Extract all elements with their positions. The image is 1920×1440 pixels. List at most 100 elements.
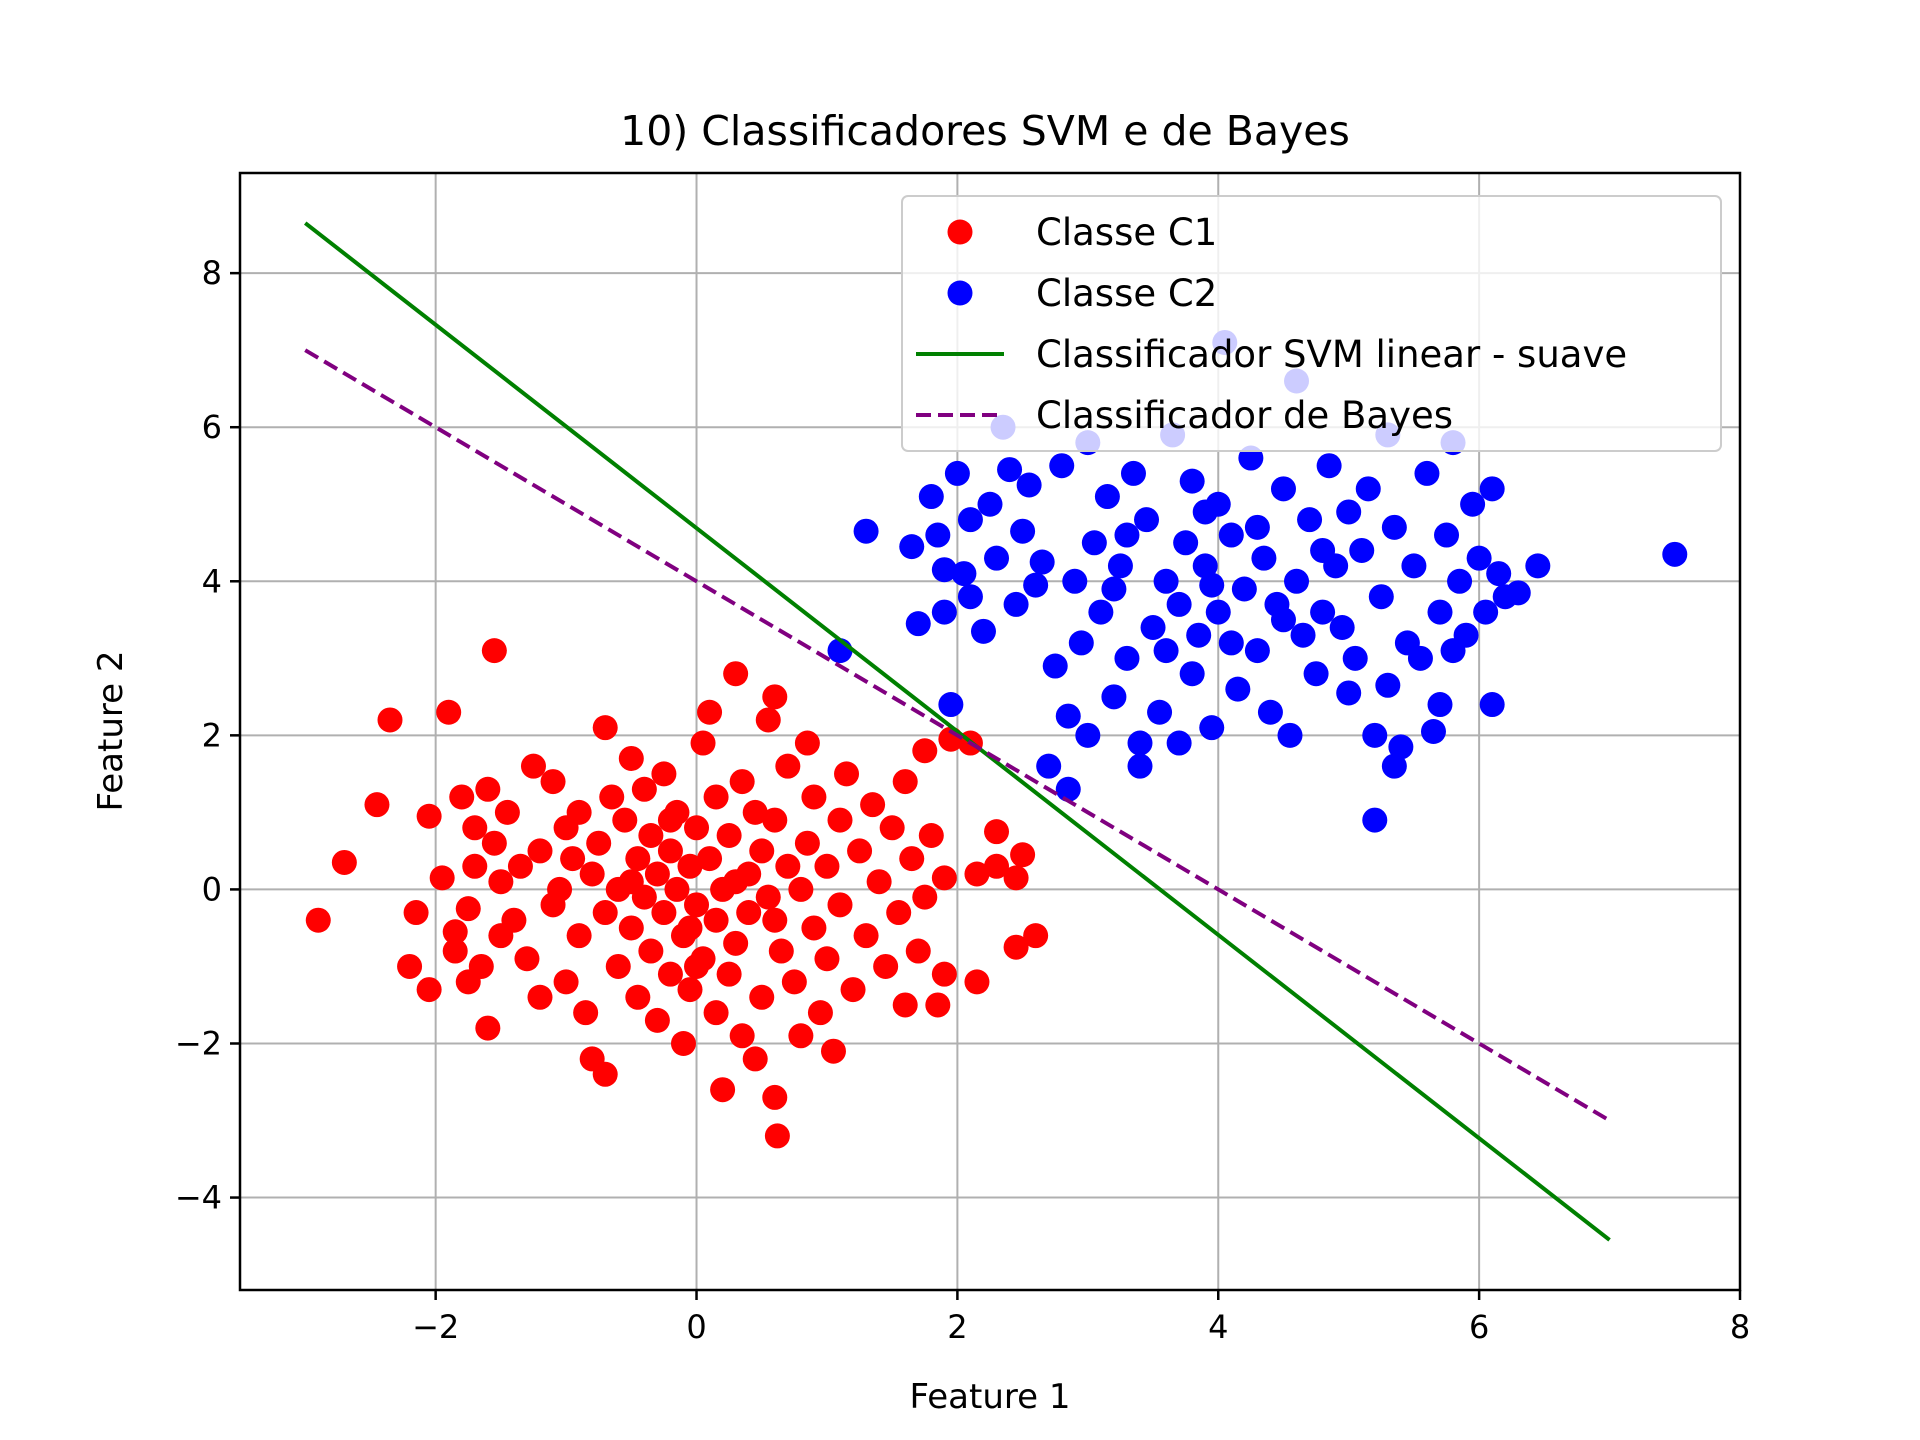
- data-point: [1244, 514, 1270, 540]
- data-point: [657, 961, 683, 987]
- data-point: [592, 715, 618, 741]
- data-point: [1218, 630, 1244, 656]
- data-point: [1375, 672, 1401, 698]
- data-point: [657, 838, 683, 864]
- line-series-4: [304, 348, 1611, 1123]
- data-point: [1114, 645, 1140, 671]
- data-point: [677, 915, 703, 941]
- data-point: [462, 815, 488, 841]
- data-point: [703, 784, 729, 810]
- data-point: [592, 1061, 618, 1087]
- data-point: [899, 846, 925, 872]
- data-point: [703, 907, 729, 933]
- data-point: [768, 938, 794, 964]
- data-point: [1362, 807, 1388, 833]
- data-point: [1303, 661, 1329, 687]
- data-point: [1297, 507, 1323, 533]
- data-point: [755, 884, 781, 910]
- data-point: [944, 460, 970, 486]
- data-point: [1225, 676, 1251, 702]
- data-point: [566, 799, 592, 825]
- data-point: [794, 830, 820, 856]
- data-point: [1466, 545, 1492, 571]
- data-point: [403, 900, 429, 926]
- data-point: [1349, 537, 1375, 563]
- data-point: [723, 930, 749, 956]
- data-point: [697, 846, 723, 872]
- data-point: [755, 707, 781, 733]
- data-point: [1505, 580, 1531, 606]
- data-point: [899, 534, 925, 560]
- data-point: [1316, 453, 1342, 479]
- data-point: [1525, 553, 1551, 579]
- data-point: [1003, 865, 1029, 891]
- data-point: [788, 876, 814, 902]
- data-point: [827, 892, 853, 918]
- data-point: [1107, 553, 1133, 579]
- data-point: [488, 869, 514, 895]
- data-point: [514, 946, 540, 972]
- data-point: [957, 584, 983, 610]
- data-point: [716, 961, 742, 987]
- data-point: [1186, 622, 1212, 648]
- data-point: [764, 1123, 790, 1149]
- data-point: [1192, 553, 1218, 579]
- data-point: [1460, 491, 1486, 517]
- data-point: [1336, 680, 1362, 706]
- data-point: [442, 938, 468, 964]
- legend-box: [901, 195, 1722, 452]
- data-point: [801, 784, 827, 810]
- scatter-series-2: [827, 329, 1688, 833]
- data-point: [664, 876, 690, 902]
- data-point: [1062, 568, 1088, 594]
- data-point: [729, 1023, 755, 1049]
- data-point: [905, 611, 931, 637]
- y-tick-label: 0: [202, 870, 222, 908]
- data-point: [625, 984, 651, 1010]
- data-point: [1023, 572, 1049, 598]
- data-point: [1251, 545, 1277, 571]
- data-point: [892, 992, 918, 1018]
- data-point: [801, 915, 827, 941]
- data-point: [684, 892, 710, 918]
- data-point: [879, 815, 905, 841]
- data-point: [1414, 460, 1440, 486]
- data-point: [618, 915, 644, 941]
- data-point: [1055, 703, 1081, 729]
- data-point: [481, 638, 507, 664]
- data-point: [1270, 607, 1296, 633]
- data-point: [1166, 591, 1192, 617]
- data-point: [886, 900, 912, 926]
- data-point: [586, 830, 612, 856]
- legend-label: Classe C1: [1036, 211, 1217, 254]
- data-point: [677, 977, 703, 1003]
- data-point: [951, 561, 977, 587]
- data-point: [1277, 722, 1303, 748]
- data-point: [762, 807, 788, 833]
- data-point: [749, 984, 775, 1010]
- data-point: [599, 784, 625, 810]
- data-point: [931, 961, 957, 987]
- data-point: [1447, 568, 1473, 594]
- data-point: [1290, 622, 1316, 648]
- data-point: [625, 846, 651, 872]
- legend-marker: [947, 219, 973, 245]
- data-point: [1310, 537, 1336, 563]
- data-point: [723, 869, 749, 895]
- data-point: [723, 661, 749, 687]
- legend-marker: [947, 280, 973, 306]
- data-point: [1486, 561, 1512, 587]
- legend: Classe C1 Classe C2 Classificador SVM line…: [901, 195, 1722, 452]
- data-point: [1368, 584, 1394, 610]
- y-tick-label: 2: [202, 716, 222, 754]
- legend-label: Classificador de Bayes: [1036, 394, 1453, 437]
- data-point: [364, 792, 390, 818]
- data-point: [703, 1000, 729, 1026]
- data-point: [1049, 453, 1075, 479]
- data-point: [1662, 541, 1688, 567]
- data-point: [1068, 630, 1094, 656]
- data-point: [814, 853, 840, 879]
- data-point: [788, 1023, 814, 1049]
- data-point: [1042, 653, 1068, 679]
- data-point: [853, 518, 879, 544]
